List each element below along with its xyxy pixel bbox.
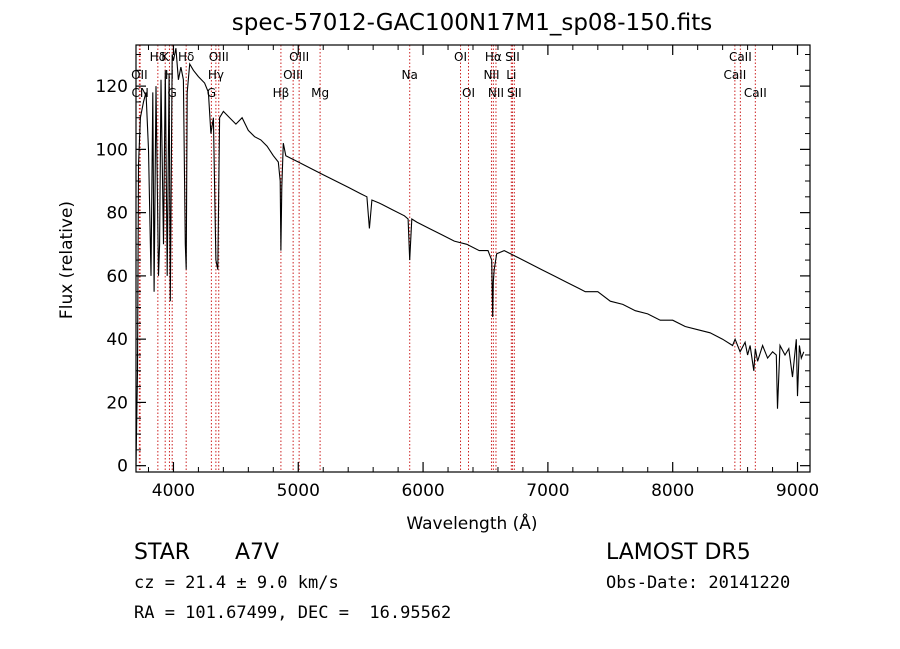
spectral-line-markers xyxy=(138,45,756,472)
marker-label: Hδ xyxy=(178,50,194,64)
y-tick-label: 80 xyxy=(106,204,128,224)
x-tick-label: 5000 xyxy=(277,481,320,501)
x-tick-label: 7000 xyxy=(526,481,569,501)
axes: 4000 5000 6000 7000 8000 9000 0 20 40 60 80 100 120 xyxy=(96,45,819,501)
redshift-velocity: cz = 21.4 ± 9.0 km/s xyxy=(134,573,339,593)
spectral-subclass: A7V xyxy=(235,540,280,565)
marker-label: CaII xyxy=(723,68,746,82)
marker-label: OI xyxy=(454,50,467,64)
y-tick-label: 40 xyxy=(106,330,128,350)
x-tick-label: 9000 xyxy=(776,481,819,501)
marker-label: K xyxy=(161,50,170,64)
ra-dec-coordinates: RA = 101.67499, DEC = 16.95562 xyxy=(134,603,452,623)
marker-label: Hβ xyxy=(273,86,290,100)
marker-label: G xyxy=(207,86,216,100)
y-tick-label: 60 xyxy=(106,267,128,287)
marker-label: Hδ xyxy=(150,50,166,64)
marker-label: SII xyxy=(507,86,522,100)
observation-date: Obs-Date: 20141220 xyxy=(606,573,791,593)
plot-frame xyxy=(135,44,811,473)
chart-title: spec-57012-GAC100N17M1_sp08-150.fits xyxy=(232,10,712,36)
y-tick-label: 20 xyxy=(106,393,128,413)
object-class: STAR xyxy=(134,540,191,565)
marker-label: SII xyxy=(505,50,520,64)
survey-name: LAMOST DR5 xyxy=(606,540,751,565)
marker-label: OIII xyxy=(209,50,229,64)
y-axis-label: Flux (relative) xyxy=(57,201,77,319)
x-tick-label: 4000 xyxy=(152,481,195,501)
marker-label: OIII xyxy=(283,68,303,82)
marker-label: CaII xyxy=(744,86,767,100)
y-tick-label: 100 xyxy=(96,140,128,160)
marker-label: CaII xyxy=(729,50,752,64)
spectrum-series-line xyxy=(135,48,805,466)
marker-label: Hγ xyxy=(208,68,224,82)
x-axis-label: Wavelength (Å) xyxy=(406,512,537,534)
marker-label: OIII xyxy=(289,50,309,64)
y-tick-label: 0 xyxy=(117,457,128,477)
marker-label: Li xyxy=(506,68,516,82)
marker-label: OI xyxy=(462,86,475,100)
marker-label: NII xyxy=(488,86,504,100)
x-tick-label: 8000 xyxy=(651,481,694,501)
marker-label: Mg xyxy=(311,86,329,100)
marker-label: OII xyxy=(131,68,148,82)
marker-label: NII xyxy=(483,68,499,82)
marker-label: Na xyxy=(402,68,418,82)
x-tick-label: 6000 xyxy=(401,481,444,501)
marker-label: Hα xyxy=(485,50,502,64)
y-tick-label: 120 xyxy=(96,77,128,97)
